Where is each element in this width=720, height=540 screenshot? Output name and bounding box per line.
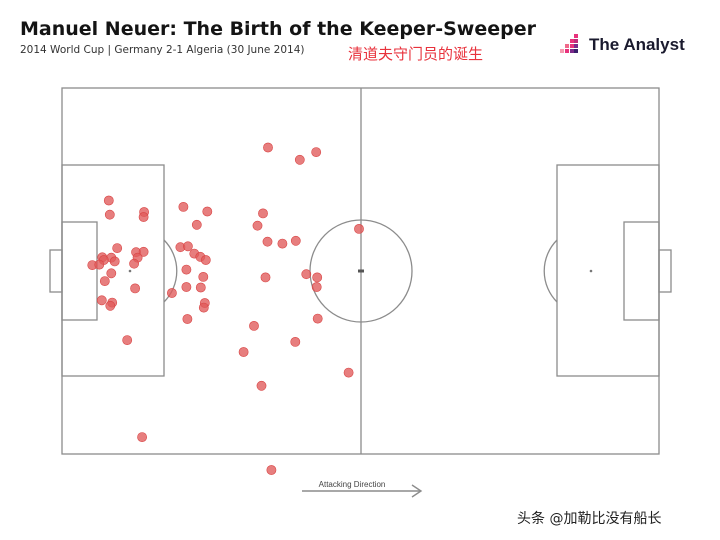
action-point (311, 147, 322, 157)
right-penalty-arc (543, 239, 558, 303)
action-point (294, 154, 305, 165)
action-point (103, 195, 114, 206)
action-point (96, 295, 107, 306)
right-goal (658, 249, 672, 293)
action-point (104, 209, 115, 220)
action-point (258, 208, 268, 219)
action-point (94, 259, 105, 270)
analyst-bars-logo-icon (560, 34, 578, 53)
chinese-caption: 清道夫守门员的诞生 (348, 45, 484, 63)
right-penalty-spot (589, 269, 593, 273)
action-point (195, 282, 206, 293)
action-point (311, 282, 322, 292)
direction-arrow-head (411, 484, 423, 498)
action-point (129, 258, 139, 269)
action-point (105, 300, 116, 311)
action-point (290, 235, 301, 246)
action-point (262, 236, 273, 247)
logo-text: The Analyst (589, 35, 685, 54)
action-point (138, 246, 149, 257)
action-point (181, 282, 192, 292)
left-penalty-spot (128, 269, 132, 273)
analyst-logo: The Analyst (560, 34, 685, 56)
action-point (256, 380, 267, 391)
action-point (343, 367, 354, 378)
action-point (354, 223, 364, 234)
centre-spot (358, 269, 364, 273)
action-point (200, 255, 211, 265)
left-goal (49, 249, 63, 293)
action-point (202, 206, 213, 217)
action-point (263, 142, 273, 153)
action-point (277, 238, 288, 249)
action-point (182, 314, 193, 324)
action-point (312, 313, 323, 324)
action-point (112, 243, 123, 253)
page-title: Manuel Neuer: The Birth of the Keeper-Sw… (20, 18, 536, 40)
action-point (166, 288, 177, 298)
action-point (109, 256, 120, 267)
action-points (87, 142, 364, 475)
action-point (249, 320, 259, 331)
action-point (178, 201, 189, 212)
action-point (252, 220, 263, 231)
action-point (290, 336, 301, 347)
action-point (182, 241, 193, 252)
action-point (260, 272, 271, 283)
action-point (198, 271, 209, 282)
watermark: 头条 @加勒比没有船长 (517, 511, 662, 527)
right-penalty-area (556, 164, 660, 377)
action-point (198, 302, 209, 313)
direction-label: Attacking Direction (319, 480, 386, 489)
action-point (138, 212, 149, 222)
action-point (130, 283, 140, 294)
left-six-yard-box (61, 221, 98, 321)
action-point (99, 276, 110, 286)
action-point (122, 335, 133, 345)
action-point (106, 268, 117, 279)
action-point (191, 219, 202, 230)
attacking-direction: Attacking Direction (302, 480, 423, 498)
action-point (181, 264, 192, 275)
action-point (312, 272, 323, 283)
action-point (137, 432, 147, 442)
right-six-yard-box (623, 221, 660, 321)
page-subtitle: 2014 World Cup | Germany 2-1 Algeria (30… (20, 44, 305, 56)
action-point (266, 465, 277, 475)
action-point (301, 269, 312, 280)
action-point (238, 347, 249, 357)
